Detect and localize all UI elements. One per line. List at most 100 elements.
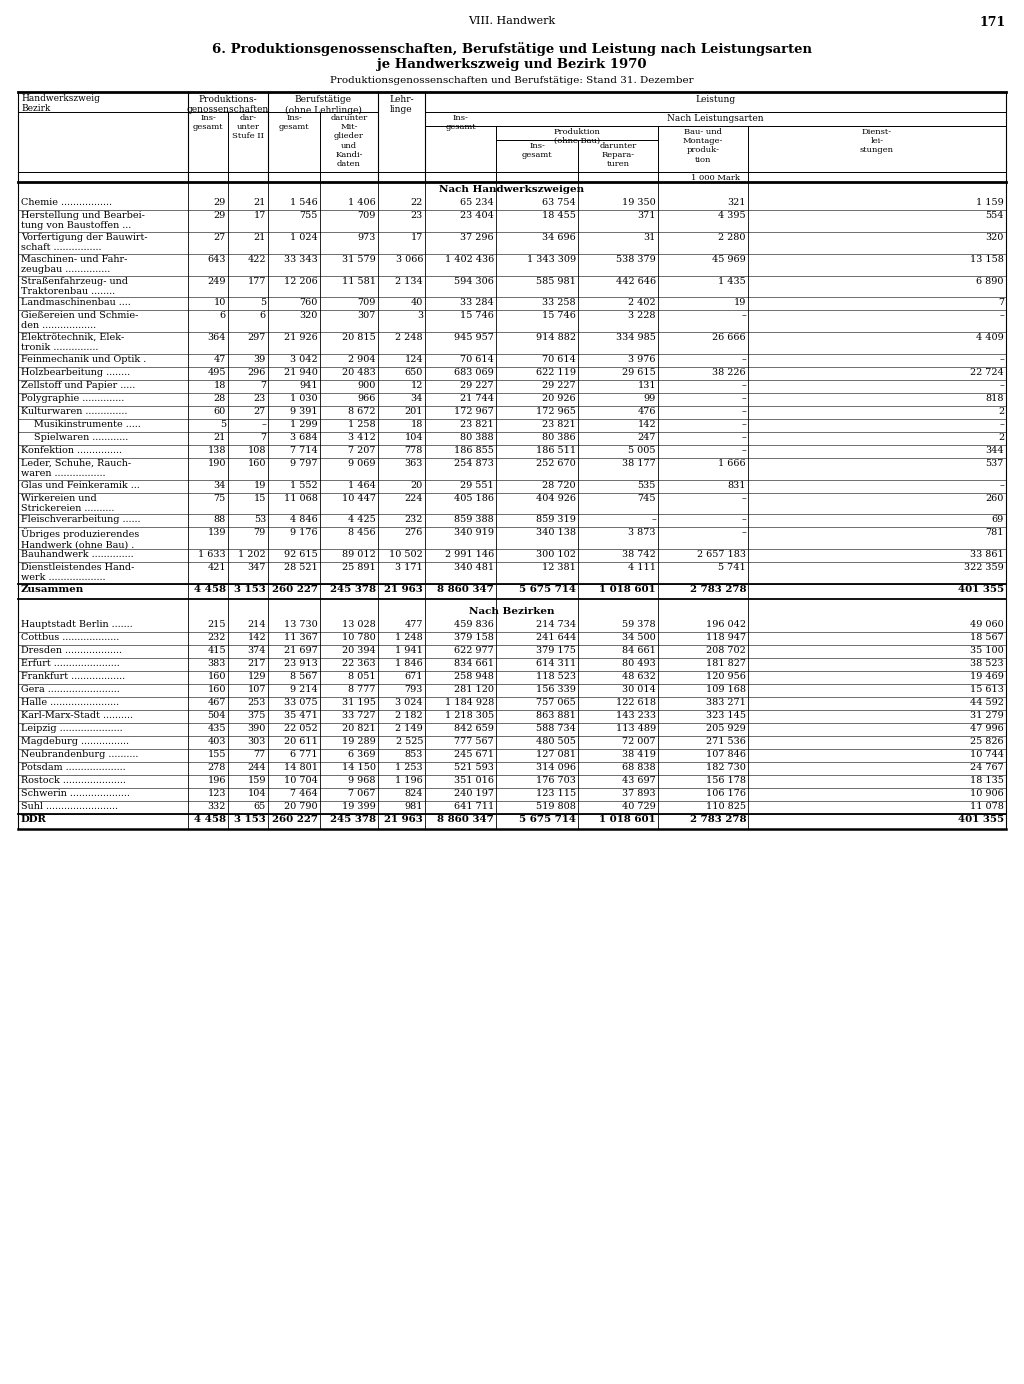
Text: 19 350: 19 350 xyxy=(623,198,656,208)
Text: 2 657 183: 2 657 183 xyxy=(697,549,746,559)
Text: Landmaschinenbau ....: Landmaschinenbau .... xyxy=(22,298,131,307)
Text: 588 734: 588 734 xyxy=(537,724,575,734)
Text: 276: 276 xyxy=(404,529,423,537)
Text: 519 808: 519 808 xyxy=(537,801,575,811)
Text: 122 618: 122 618 xyxy=(616,698,656,707)
Text: 27: 27 xyxy=(214,233,226,242)
Text: Polygraphie ..............: Polygraphie .............. xyxy=(22,394,124,403)
Text: 47: 47 xyxy=(214,356,226,364)
Text: 21 963: 21 963 xyxy=(384,585,423,594)
Text: 401 355: 401 355 xyxy=(957,585,1004,594)
Text: –: – xyxy=(741,394,746,403)
Text: 124: 124 xyxy=(404,356,423,364)
Text: Ins-
gesamt: Ins- gesamt xyxy=(521,143,552,159)
Text: 34 500: 34 500 xyxy=(623,632,656,642)
Text: 20: 20 xyxy=(411,482,423,490)
Text: 59 378: 59 378 xyxy=(623,620,656,628)
Text: Ins-
gesamt: Ins- gesamt xyxy=(445,113,476,131)
Text: 22 052: 22 052 xyxy=(285,724,318,734)
Text: Maschinen- und Fahr-
zeugbau ...............: Maschinen- und Fahr- zeugbau ...........… xyxy=(22,255,127,274)
Text: 49 060: 49 060 xyxy=(971,620,1004,628)
Text: 31 195: 31 195 xyxy=(342,698,376,707)
Text: 24 767: 24 767 xyxy=(971,763,1004,772)
Text: 11 581: 11 581 xyxy=(342,277,376,286)
Text: 1 941: 1 941 xyxy=(395,646,423,655)
Text: 21 744: 21 744 xyxy=(460,394,494,403)
Text: 21: 21 xyxy=(254,198,266,208)
Text: 22 363: 22 363 xyxy=(342,659,376,668)
Text: 859 319: 859 319 xyxy=(537,515,575,525)
Text: Gießereien und Schmie-
den ..................: Gießereien und Schmie- den .............… xyxy=(22,311,138,331)
Text: 6: 6 xyxy=(220,311,226,320)
Text: 3 684: 3 684 xyxy=(291,433,318,441)
Text: 3 873: 3 873 xyxy=(629,529,656,537)
Text: 5: 5 xyxy=(260,298,266,307)
Text: 334 985: 334 985 xyxy=(616,334,656,342)
Text: 842 659: 842 659 xyxy=(454,724,494,734)
Text: 156 178: 156 178 xyxy=(706,776,746,785)
Text: 322 359: 322 359 xyxy=(965,563,1004,572)
Text: 383 271: 383 271 xyxy=(707,698,746,707)
Text: 21 963: 21 963 xyxy=(384,815,423,823)
Text: 320: 320 xyxy=(300,311,318,320)
Text: 793: 793 xyxy=(404,685,423,693)
Text: 6: 6 xyxy=(260,311,266,320)
Text: 232: 232 xyxy=(208,632,226,642)
Text: 38 177: 38 177 xyxy=(623,459,656,468)
Text: 18: 18 xyxy=(411,419,423,429)
Text: 1 546: 1 546 xyxy=(290,198,318,208)
Text: 224: 224 xyxy=(404,494,423,502)
Text: 554: 554 xyxy=(985,210,1004,220)
Text: 160: 160 xyxy=(248,459,266,468)
Text: 80 388: 80 388 xyxy=(461,433,494,441)
Text: Schwerin ....................: Schwerin .................... xyxy=(22,789,130,799)
Text: 19 399: 19 399 xyxy=(342,801,376,811)
Text: Nach Leistungsarten: Nach Leistungsarten xyxy=(668,113,764,123)
Text: 37 893: 37 893 xyxy=(623,789,656,799)
Text: 20 926: 20 926 xyxy=(543,394,575,403)
Text: 5 741: 5 741 xyxy=(718,563,746,572)
Text: 260 227: 260 227 xyxy=(272,585,318,594)
Text: –: – xyxy=(999,381,1004,390)
Text: 760: 760 xyxy=(300,298,318,307)
Text: 18 135: 18 135 xyxy=(970,776,1004,785)
Text: 35 100: 35 100 xyxy=(971,646,1004,655)
Text: 314 096: 314 096 xyxy=(536,763,575,772)
Text: 33 284: 33 284 xyxy=(460,298,494,307)
Text: 9 176: 9 176 xyxy=(291,529,318,537)
Text: –: – xyxy=(741,446,746,455)
Text: 2 182: 2 182 xyxy=(395,711,423,720)
Text: 622 119: 622 119 xyxy=(536,368,575,376)
Text: 614 311: 614 311 xyxy=(536,659,575,668)
Text: Erfurt ......................: Erfurt ...................... xyxy=(22,659,120,668)
Text: 1 024: 1 024 xyxy=(290,233,318,242)
Text: 123 115: 123 115 xyxy=(536,789,575,799)
Text: 1 633: 1 633 xyxy=(199,549,226,559)
Text: 108: 108 xyxy=(248,446,266,455)
Text: 34 696: 34 696 xyxy=(543,233,575,242)
Text: Leipzig .....................: Leipzig ..................... xyxy=(22,724,123,734)
Text: –: – xyxy=(741,356,746,364)
Text: 107: 107 xyxy=(248,685,266,693)
Text: 142: 142 xyxy=(637,419,656,429)
Text: 859 388: 859 388 xyxy=(455,515,494,525)
Text: 77: 77 xyxy=(254,750,266,758)
Text: 1 196: 1 196 xyxy=(395,776,423,785)
Text: –: – xyxy=(741,433,746,441)
Text: 2 134: 2 134 xyxy=(395,277,423,286)
Text: 38 226: 38 226 xyxy=(713,368,746,376)
Text: 4 409: 4 409 xyxy=(976,334,1004,342)
Text: 375: 375 xyxy=(248,711,266,720)
Text: 19 289: 19 289 xyxy=(342,738,376,746)
Text: 3 976: 3 976 xyxy=(629,356,656,364)
Text: 201: 201 xyxy=(404,407,423,417)
Text: 40 729: 40 729 xyxy=(623,801,656,811)
Text: 27: 27 xyxy=(254,407,266,417)
Text: –: – xyxy=(741,529,746,537)
Text: Konfektion ...............: Konfektion ............... xyxy=(22,446,122,455)
Text: 245 378: 245 378 xyxy=(330,585,376,594)
Text: 900: 900 xyxy=(357,381,376,390)
Text: Leder, Schuhe, Rauch-
waren .................: Leder, Schuhe, Rauch- waren ............… xyxy=(22,459,131,479)
Text: 28 720: 28 720 xyxy=(543,482,575,490)
Text: 160: 160 xyxy=(208,673,226,681)
